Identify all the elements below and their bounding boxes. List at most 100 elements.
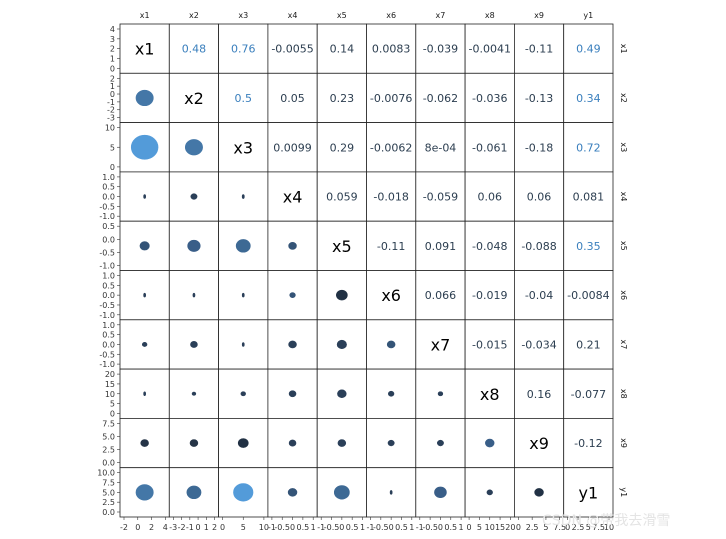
panel-7-8 xyxy=(514,368,565,419)
ytick-label-0-1: 3 xyxy=(110,35,115,44)
xtick-label-5-0: -1 xyxy=(367,523,375,532)
panel-7-7 xyxy=(464,368,515,419)
corr-x4-y1: 0.081 xyxy=(573,191,605,204)
corr-x4-x7: -0.059 xyxy=(423,191,458,204)
xtick-label-0-1: 0 xyxy=(135,523,140,532)
ytick-label-9-1: 7.5 xyxy=(102,479,115,488)
corr-x6-y1: -0.0084 xyxy=(567,289,609,302)
diagonal-label-x1: x1 xyxy=(135,40,155,59)
blob-x2-x1 xyxy=(135,89,154,107)
blob-x8-x6 xyxy=(388,390,395,397)
panel-5-8 xyxy=(514,270,565,321)
corr-x2-y1: 0.34 xyxy=(576,92,601,105)
ytick-label-9-0: 10.0 xyxy=(97,469,115,478)
right-strip-label-x8: x8 xyxy=(619,389,628,399)
blob-y1-x6 xyxy=(389,490,393,495)
ytick-label-1-5: -3 xyxy=(107,114,115,123)
blob-x9-x3 xyxy=(237,438,249,448)
right-strip-label-x7: x7 xyxy=(619,340,628,350)
xtick-label-9-4: 10 xyxy=(604,523,614,532)
right-strip-label-x5: x5 xyxy=(619,241,628,251)
blob-y1-x5 xyxy=(333,485,350,500)
panel-6-6 xyxy=(415,319,466,370)
corr-x5-x6: -0.11 xyxy=(377,240,405,253)
blob-x3-x1 xyxy=(130,134,159,160)
corr-x2-x5: 0.23 xyxy=(330,92,355,105)
ytick-label-1-4: -2 xyxy=(107,106,115,115)
corr-x2-x4: 0.05 xyxy=(280,92,305,105)
xtick-label-1-3: 0 xyxy=(196,523,201,532)
diagonal-label-x2: x2 xyxy=(184,89,204,108)
xtick-label-6-2: 0 xyxy=(438,523,443,532)
xtick-label-2-1: 5 xyxy=(241,523,246,532)
blob-x4-x1 xyxy=(143,194,146,199)
ytick-label-0-3: 1 xyxy=(110,54,115,63)
corr-x2-x7: -0.062 xyxy=(423,92,458,105)
right-strip-label-x9: x9 xyxy=(619,438,628,448)
panel-1-5 xyxy=(366,72,417,124)
corr-x2-x3: 0.5 xyxy=(235,92,253,105)
xtick-label-5-3: 0.5 xyxy=(395,523,408,532)
blob-x3-x2 xyxy=(184,139,203,156)
xtick-label-9-3: 7.5 xyxy=(592,523,605,532)
blob-x5-x1 xyxy=(139,241,150,251)
diagonal-label-x4: x4 xyxy=(283,188,303,207)
ytick-label-3-2: 0.0 xyxy=(102,193,115,202)
right-strip-label-x2: x2 xyxy=(619,93,628,103)
panel-1-6 xyxy=(415,72,466,124)
blob-x7-x2 xyxy=(190,341,198,348)
panel-6-7 xyxy=(464,319,515,370)
corr-x3-x7: 8e-04 xyxy=(425,141,457,154)
corr-x1-x8: -0.0041 xyxy=(469,43,511,56)
panel-7-9 xyxy=(563,368,614,419)
ytick-label-1-3: -1 xyxy=(107,98,115,107)
ytick-label-5-0: 1.0 xyxy=(102,272,115,281)
xtick-label-7-4: 20 xyxy=(505,523,515,532)
top-strip-label-x1: x1 xyxy=(140,11,150,20)
blob-x9-x4 xyxy=(288,439,297,447)
ytick-label-3-1: 0.5 xyxy=(102,183,115,192)
panel-0-9 xyxy=(563,23,614,74)
xtick-label-1-4: 1 xyxy=(204,523,209,532)
blob-y1-x8 xyxy=(486,489,493,496)
corr-x4-x9: 0.06 xyxy=(527,191,552,204)
ytick-label-6-1: 0.5 xyxy=(102,331,115,340)
ytick-label-4-1: 0.0 xyxy=(102,235,115,244)
diagonal-label-x8: x8 xyxy=(480,385,500,404)
xtick-label-8-1: 2.5 xyxy=(526,523,539,532)
corr-x5-x7: 0.091 xyxy=(425,240,457,253)
panel-4-5 xyxy=(366,220,417,271)
xtick-label-6-3: 0.5 xyxy=(444,523,457,532)
corr-x6-x8: -0.019 xyxy=(472,289,507,302)
xtick-label-7-0: 0 xyxy=(467,523,472,532)
xtick-label-9-0: 0 xyxy=(565,523,570,532)
panel-0-5 xyxy=(366,23,417,74)
blob-x8-x4 xyxy=(288,390,297,398)
xtick-label-4-2: 0 xyxy=(339,523,344,532)
top-strip-label-x8: x8 xyxy=(485,11,495,20)
blob-x6-x4 xyxy=(289,292,296,299)
corr-x4-x5: 0.059 xyxy=(326,191,358,204)
panel-6-8 xyxy=(514,319,565,370)
blob-y1-x9 xyxy=(534,488,544,497)
ytick-label-3-4: -1.0 xyxy=(99,212,115,221)
xtick-label-7-1: 5 xyxy=(477,523,482,532)
panel-2-9 xyxy=(563,122,614,173)
blob-x5-x4 xyxy=(288,242,297,250)
xtick-label-3-2: 0 xyxy=(290,523,295,532)
panel-4-7 xyxy=(464,220,515,271)
panel-8-8 xyxy=(514,417,565,469)
ytick-label-0-0: 4 xyxy=(110,25,115,34)
panel-8-9 xyxy=(563,417,614,469)
blob-y1-x4 xyxy=(287,488,298,497)
blob-x6-x3 xyxy=(241,292,245,298)
xtick-label-1-2: -1 xyxy=(186,523,194,532)
corr-x5-x9: -0.088 xyxy=(521,240,556,253)
xtick-label-4-3: 0.5 xyxy=(346,523,359,532)
corr-x1-x9: -0.11 xyxy=(525,43,553,56)
diagonal-label-x7: x7 xyxy=(431,335,451,354)
right-strip-label-x3: x3 xyxy=(619,142,628,152)
xtick-label-6-0: -1 xyxy=(416,523,424,532)
top-strip-label-y1: y1 xyxy=(583,11,593,20)
ytick-label-7-1: 15 xyxy=(105,380,115,389)
